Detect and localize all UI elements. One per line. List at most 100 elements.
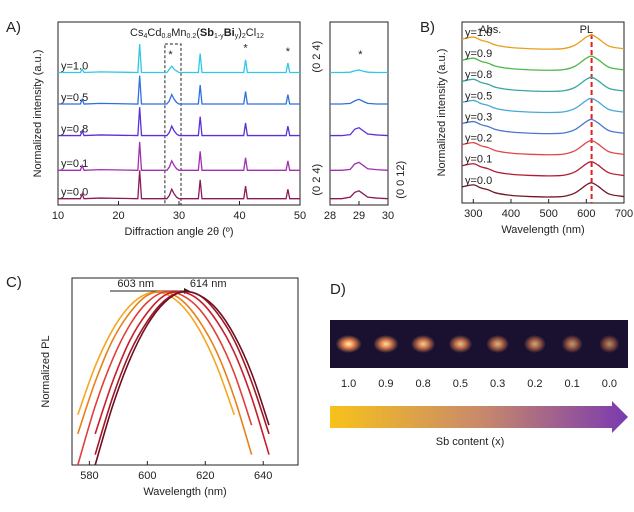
sample-label: 0.2 — [527, 378, 542, 390]
x-tick-label: 29 — [353, 210, 365, 222]
sample-label: 0.0 — [602, 378, 617, 390]
title-part: Cl — [246, 27, 256, 39]
title-part: Mn — [171, 27, 186, 39]
x-tick-label: 620 — [196, 470, 214, 482]
x-tick-label: 600 — [577, 208, 595, 220]
title-part: 1-y — [214, 33, 224, 40]
series-line — [58, 141, 300, 171]
series-line — [58, 44, 300, 74]
x-tick-label: 700 — [615, 208, 633, 220]
annotation: 614 nm — [190, 278, 227, 290]
sample-glow — [335, 335, 362, 353]
series-label: y=0.2 — [465, 133, 492, 145]
annotation: Abs. — [479, 24, 501, 36]
title-part: 4 — [144, 33, 148, 40]
series-label: y=0.1 — [465, 154, 492, 166]
title-part: 0.2 — [186, 33, 196, 40]
sample-label: 0.9 — [378, 378, 393, 390]
annotation: * — [358, 49, 363, 61]
title-part: 0.8 — [161, 33, 171, 40]
series-line — [94, 290, 270, 465]
series-line — [77, 290, 253, 465]
annotation: 603 nm — [117, 278, 154, 290]
title-part: Cs — [130, 27, 144, 39]
series-label: y=1.0 — [61, 60, 88, 72]
series-group — [330, 69, 388, 200]
axis-label: Sb content (x) — [436, 436, 504, 448]
gradient-arrow — [330, 401, 628, 433]
sample-label: 0.3 — [490, 378, 505, 390]
title-part: 12 — [256, 33, 264, 40]
series-line — [462, 97, 624, 114]
x-tick-label: 300 — [464, 208, 482, 220]
series-line — [330, 190, 388, 200]
series-label: y=0.5 — [61, 92, 88, 104]
x-tick-label: 40 — [233, 210, 245, 222]
series-label: y=1.0 — [465, 27, 492, 39]
sample-glow — [561, 335, 583, 353]
sample-glow — [410, 335, 436, 353]
sample-glow — [523, 335, 546, 353]
annotation: * — [286, 46, 291, 58]
series-group — [77, 290, 270, 465]
plot-frame — [57, 21, 301, 206]
sample-glow — [448, 335, 473, 353]
annotation: * — [243, 43, 248, 55]
sample-label: 0.1 — [564, 378, 579, 390]
sample-glow — [599, 335, 620, 353]
x-tick-label: 640 — [254, 470, 272, 482]
x-axis-label: Diffraction angle 2θ (º) — [125, 226, 234, 238]
sample-glow — [486, 335, 510, 353]
series-line — [58, 170, 300, 200]
series-line — [330, 161, 388, 171]
series-label: y=0.1 — [61, 158, 88, 170]
panel-label: A) — [6, 19, 21, 36]
title-part: Cd — [147, 27, 161, 39]
x-axis-label: Wavelength (nm) — [143, 486, 226, 498]
x-tick-label: 600 — [138, 470, 156, 482]
annotation: PL — [580, 24, 593, 36]
series-line — [330, 69, 388, 74]
title-part: ( — [196, 27, 200, 39]
annotation: * — [168, 49, 173, 61]
series-line — [462, 34, 624, 50]
panel-label: D) — [330, 281, 346, 298]
annotation: (0 2 4) — [311, 41, 323, 73]
x-tick-label: 30 — [382, 210, 394, 222]
series-label: y=0.5 — [465, 90, 492, 102]
series-group — [58, 44, 300, 200]
sample-label: 1.0 — [341, 378, 356, 390]
title-part: Bi — [224, 27, 235, 39]
series-label: y=0.8 — [465, 69, 492, 81]
series-label: y=0.9 — [465, 48, 492, 60]
x-tick-label: 500 — [539, 208, 557, 220]
x-tick-label: 20 — [112, 210, 124, 222]
annotation: (0 2 4) — [311, 164, 323, 196]
y-axis-label: Normalized intensity (a.u.) — [32, 50, 44, 178]
x-tick-label: 10 — [52, 210, 64, 222]
series-label: y=0.3 — [465, 111, 492, 123]
title-part: ) — [238, 27, 242, 39]
x-tick-label: 28 — [324, 210, 336, 222]
series-group — [462, 34, 624, 198]
series-line — [330, 126, 388, 137]
title-part: 2 — [242, 33, 246, 40]
plot-frame — [461, 21, 625, 204]
y-axis-label: Normalized PL — [40, 335, 52, 407]
series-line — [462, 139, 624, 156]
x-tick-label: 580 — [80, 470, 98, 482]
series-line — [462, 55, 624, 71]
chart-title: Cs4Cd0.8Mn0.2(Sb1-yBiy)2Cl12 — [130, 27, 264, 40]
annotation: (0 0 12) — [395, 161, 407, 199]
sample-glow — [373, 335, 399, 353]
sample-label: 0.5 — [453, 378, 468, 390]
series-label: y=0.8 — [61, 123, 88, 135]
series-line — [462, 161, 624, 177]
zoom-box — [164, 43, 182, 206]
x-axis-label: Wavelength (nm) — [501, 224, 584, 236]
series-label: y=0.0 — [465, 175, 492, 187]
x-tick-label: 30 — [173, 210, 185, 222]
x-tick-label: 50 — [294, 210, 306, 222]
panel-label: B) — [420, 19, 435, 36]
